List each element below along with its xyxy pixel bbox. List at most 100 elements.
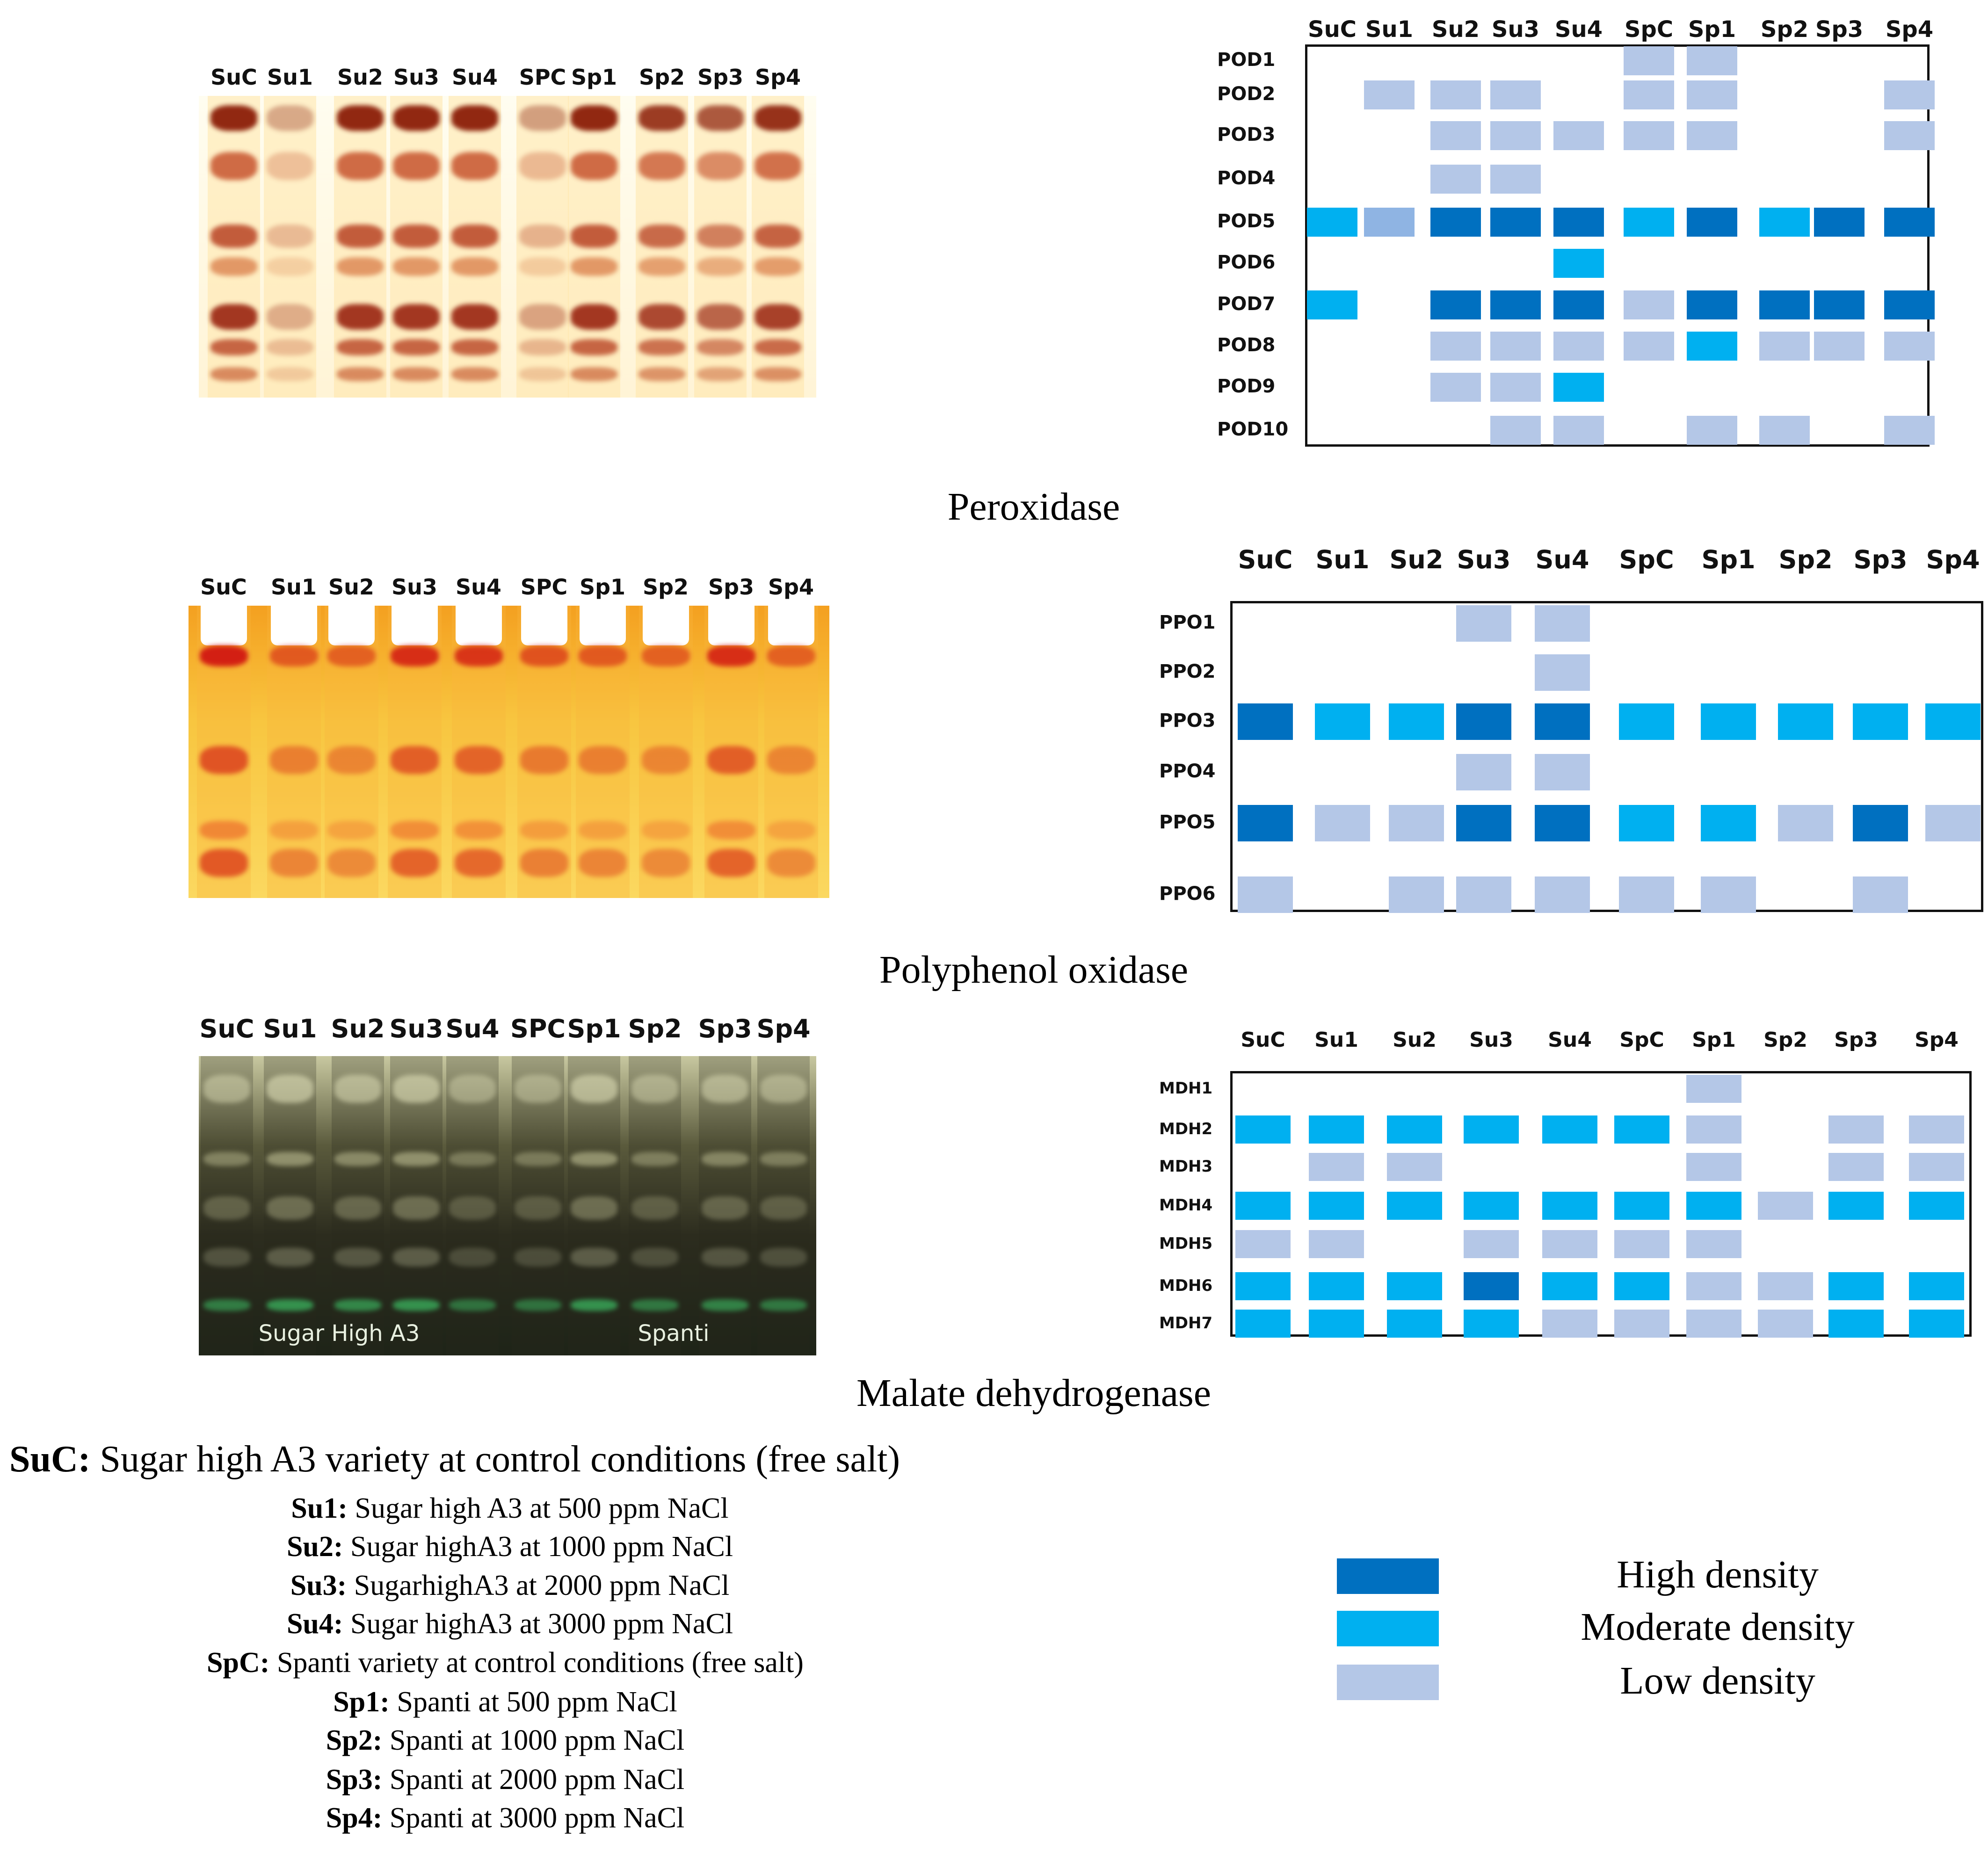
grid-column-header-su1: Su1	[1365, 16, 1414, 43]
gel-band	[697, 257, 744, 276]
gel-band	[203, 1152, 250, 1166]
gel-band	[269, 645, 318, 666]
gel-band	[393, 1152, 440, 1166]
band-cell-ppo3-sp3	[1853, 703, 1908, 740]
grid-column-header-sp1: Sp1	[1692, 1028, 1736, 1052]
gel-band	[199, 821, 248, 840]
gel-lane-2	[264, 96, 316, 398]
grid-row-label-ppo3: PPO3	[1159, 710, 1216, 732]
band-cell-ppo5-sp2	[1778, 805, 1833, 841]
gel-band	[578, 849, 627, 877]
gel-lane-label-spc: SPC	[520, 574, 568, 600]
footnote-text: Sugar high A3 variety at control conditi…	[90, 1439, 900, 1480]
gel-band	[638, 304, 685, 330]
ppo-zymogram-grid	[1230, 601, 1983, 912]
band-cell-pod5-suc	[1307, 208, 1357, 237]
band-cell-mdh4-sp1	[1686, 1192, 1741, 1220]
footnote-su1: Su1: Sugar high A3 at 500 ppm NaCl	[291, 1492, 728, 1525]
gel-band	[393, 1075, 440, 1103]
gel-band	[519, 257, 566, 276]
gel-band	[393, 1196, 440, 1220]
gel-lane-label-su4: Su4	[456, 574, 501, 600]
band-cell-mdh2-sp3	[1828, 1115, 1884, 1144]
gel-band	[267, 1075, 313, 1103]
band-cell-mdh4-su1	[1309, 1192, 1364, 1220]
grid-row-label-mdh5: MDH5	[1159, 1234, 1213, 1253]
gel-band	[334, 1152, 381, 1166]
gel-band	[755, 339, 801, 355]
grid-row-label-mdh4: MDH4	[1159, 1195, 1213, 1215]
footnote-code: Sp2:	[326, 1724, 383, 1756]
gel-band	[210, 105, 257, 131]
gel-band	[641, 849, 690, 877]
gel-well-1	[200, 606, 247, 645]
footnote-code: Su3:	[290, 1570, 347, 1601]
band-cell-ppo6-su4	[1535, 876, 1590, 913]
gel-band	[210, 257, 257, 276]
gel-band	[631, 1196, 678, 1220]
legend-swatch-high	[1337, 1558, 1439, 1594]
gel-band	[519, 367, 566, 381]
band-cell-mdh1-sp1	[1686, 1075, 1741, 1103]
band-cell-mdh4-su4	[1542, 1192, 1597, 1220]
gel-lane-label-su1: Su1	[267, 65, 313, 90]
gel-band	[267, 1152, 313, 1166]
band-cell-ppo3-spc	[1619, 703, 1674, 740]
band-cell-pod10-sp4	[1884, 416, 1935, 445]
gel-band	[571, 1075, 617, 1103]
grid-column-header-sp3: Sp3	[1853, 545, 1908, 574]
footnote-text: SugarhighA3 at 2000 ppm NaCl	[347, 1570, 730, 1601]
grid-row-label-pod7: POD7	[1217, 293, 1276, 315]
gel-band	[199, 645, 248, 666]
band-cell-pod3-spc	[1624, 121, 1674, 150]
band-cell-pod2-sp4	[1884, 80, 1935, 109]
gel-band	[571, 225, 617, 248]
gel-lane-label-su3: Su3	[393, 65, 439, 90]
band-cell-ppo6-su3	[1456, 876, 1511, 913]
band-cell-pod2-spc	[1624, 80, 1674, 109]
gel-band	[337, 257, 384, 276]
footnote-text: Spanti at 3000 ppm NaCl	[382, 1802, 685, 1834]
gel-band	[327, 645, 376, 666]
gel-band	[267, 257, 313, 276]
band-cell-ppo6-sp3	[1853, 876, 1908, 913]
band-cell-mdh6-sp1	[1686, 1272, 1741, 1300]
gel-lane-label-sp3: Sp3	[698, 1014, 752, 1043]
gel-band	[760, 1196, 807, 1220]
gel-band	[449, 1075, 496, 1103]
gel-band	[393, 225, 440, 248]
footnote-code: SpC:	[207, 1647, 270, 1679]
gel-band	[449, 1299, 496, 1311]
band-cell-mdh3-su2	[1387, 1153, 1442, 1181]
band-cell-mdh4-sp3	[1828, 1192, 1884, 1220]
gel-band	[334, 1196, 381, 1220]
grid-column-header-sp4: Sp4	[1885, 16, 1934, 43]
grid-column-header-spc: SpC	[1619, 545, 1674, 574]
legend-label-high: High density	[1617, 1553, 1819, 1596]
gel-band	[571, 1152, 617, 1166]
gel-band	[520, 645, 568, 666]
grid-row-label-ppo1: PPO1	[1159, 612, 1216, 634]
gel-lane-6	[516, 96, 569, 398]
gel-lane-label-sp4: Sp4	[756, 1014, 811, 1043]
gel-lane-label-sp1: Sp1	[571, 65, 617, 90]
grid-column-header-su2: Su2	[1393, 1028, 1437, 1052]
band-cell-pod7-sp1	[1687, 290, 1737, 319]
gel-band	[755, 367, 801, 381]
gel-band	[519, 339, 566, 355]
band-cell-pod2-su3	[1490, 80, 1541, 109]
gel-band	[267, 152, 313, 180]
band-cell-pod4-su3	[1490, 165, 1541, 194]
legend-label-low: Low density	[1620, 1659, 1815, 1702]
grid-column-header-suc: SuC	[1308, 16, 1357, 43]
band-cell-ppo5-su3	[1456, 805, 1511, 841]
band-cell-pod8-su4	[1553, 332, 1604, 361]
gel-band	[641, 746, 690, 774]
gel-band	[334, 1075, 381, 1103]
gel-band	[631, 1152, 678, 1166]
grid-column-header-sp2: Sp2	[1760, 16, 1809, 43]
gel-band	[697, 367, 744, 381]
band-cell-pod8-su2	[1430, 332, 1481, 361]
gel-lane-label-sp2: Sp2	[628, 1014, 682, 1043]
gel-band	[697, 105, 744, 131]
